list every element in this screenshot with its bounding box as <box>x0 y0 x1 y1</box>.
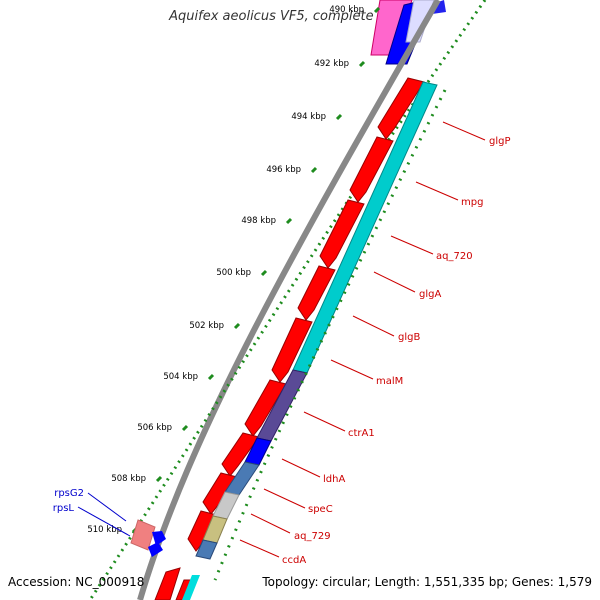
gene-arrow-rpsl-1[interactable] <box>152 531 166 546</box>
forward-gene-arrow[interactable] <box>377 77 425 140</box>
gene-label-text[interactable]: ccdA <box>282 555 306 566</box>
ruler-tick: 502 kbp <box>189 321 241 331</box>
gene-label-7[interactable]: ldhA <box>281 458 345 485</box>
genome-backbone <box>137 0 441 600</box>
ruler-tick-label: 502 kbp <box>189 321 224 331</box>
forward-gene-arrow[interactable] <box>271 317 313 383</box>
ruler-tick: 508 kbp <box>111 474 163 484</box>
ruler-tick-label: 494 kbp <box>291 112 326 122</box>
map-title: Aquifex aeolicus VF5, complete genome <box>169 9 431 24</box>
ruler-tick-label: 506 kbp <box>137 423 172 433</box>
gc-skew-track <box>213 89 447 581</box>
forward-gene-arrow[interactable] <box>319 199 365 269</box>
forward-gene-arrow[interactable] <box>297 265 336 321</box>
gene-arrow-bottom-cyan[interactable] <box>182 575 200 600</box>
ruler-tick-label: 492 kbp <box>314 59 349 69</box>
gene-label-text[interactable]: glgP <box>489 136 511 147</box>
gene-label-10[interactable]: ccdA <box>239 539 306 566</box>
gene-label-text[interactable]: speC <box>308 504 333 515</box>
gene-label-text[interactable]: malM <box>376 376 403 387</box>
gene-label-left-text[interactable]: rpsL <box>53 503 75 514</box>
gene-label-5[interactable]: malM <box>330 359 403 387</box>
ruler-tick-label: 510 kbp <box>87 525 122 535</box>
gene-label-text[interactable]: ctrA1 <box>348 428 375 439</box>
gene-label-left-text[interactable]: rpsG2 <box>54 488 84 499</box>
ruler-tick: 504 kbp <box>163 372 215 382</box>
ruler-tick: 498 kbp <box>241 216 293 226</box>
ruler-tick-label: 508 kbp <box>111 474 146 484</box>
ruler-tick: 496 kbp <box>266 165 318 175</box>
gene-arrow-rpsl-2[interactable] <box>148 542 163 557</box>
gene-label-1[interactable]: mpg <box>415 181 483 208</box>
forward-gene-arrow[interactable] <box>244 379 287 437</box>
ruler-tick: 500 kbp <box>216 268 268 278</box>
position-ruler: 490 kbp 492 kbp 494 kbp 496 kbp 498 kbp 500 k… <box>87 0 487 600</box>
cog-segment[interactable] <box>195 539 218 560</box>
gene-label-text[interactable]: mpg <box>461 197 483 208</box>
forward-gene-arrow[interactable] <box>349 136 394 203</box>
gene-arrow-rpsg2[interactable] <box>130 519 156 551</box>
forward-gene-arrow[interactable] <box>221 432 260 477</box>
gene-label-3[interactable]: glgA <box>373 271 441 300</box>
ruler-tick: 490 kbp <box>329 5 381 15</box>
forward-strand-genes <box>187 77 425 552</box>
right-gene-labels: glgP mpg aq_720 glgA glgB malM ctrA1 ldhA speC aq… <box>239 121 511 566</box>
gene-label-text[interactable]: ldhA <box>323 474 345 485</box>
gene-label-text[interactable]: glgA <box>419 289 441 300</box>
gene-arrow-pale[interactable] <box>405 0 435 43</box>
gene-label-0[interactable]: glgP <box>442 121 511 147</box>
gene-label-2[interactable]: aq_720 <box>390 235 473 262</box>
genome-summary: Topology: circular; Length: 1,551,335 bp… <box>262 575 592 589</box>
left-gene-labels: rpsG2 rpsL <box>53 488 84 514</box>
bottom-partial-features <box>154 567 200 600</box>
ruler-tick: 492 kbp <box>314 59 366 69</box>
gene-label-4[interactable]: glgB <box>352 315 420 343</box>
left-small-features <box>77 492 166 557</box>
gene-label-8[interactable]: speC <box>263 488 333 515</box>
ruler-tick-label: 496 kbp <box>266 165 301 175</box>
ruler-tick-label: 504 kbp <box>163 372 198 382</box>
ruler-tick-label: 490 kbp <box>329 5 364 15</box>
ruler-tick: 506 kbp <box>137 423 189 433</box>
gene-label-text[interactable]: aq_729 <box>294 531 331 542</box>
gene-label-text[interactable]: aq_720 <box>436 251 473 262</box>
gene-arrow-bottom-red-1[interactable] <box>154 567 181 600</box>
forward-gene-arrow[interactable] <box>202 472 238 515</box>
inner-dots <box>213 89 447 581</box>
cog-category-band <box>195 81 438 560</box>
ruler-tick-label: 498 kbp <box>241 216 276 226</box>
ruler-tick: 494 kbp <box>291 112 343 122</box>
gene-label-text[interactable]: glgB <box>398 332 420 343</box>
gene-label-9[interactable]: aq_729 <box>250 513 331 542</box>
gene-label-6[interactable]: ctrA1 <box>303 411 375 439</box>
accession-label: Accession: NC_000918 <box>8 575 145 589</box>
ruler-tick-label: 500 kbp <box>216 268 251 278</box>
